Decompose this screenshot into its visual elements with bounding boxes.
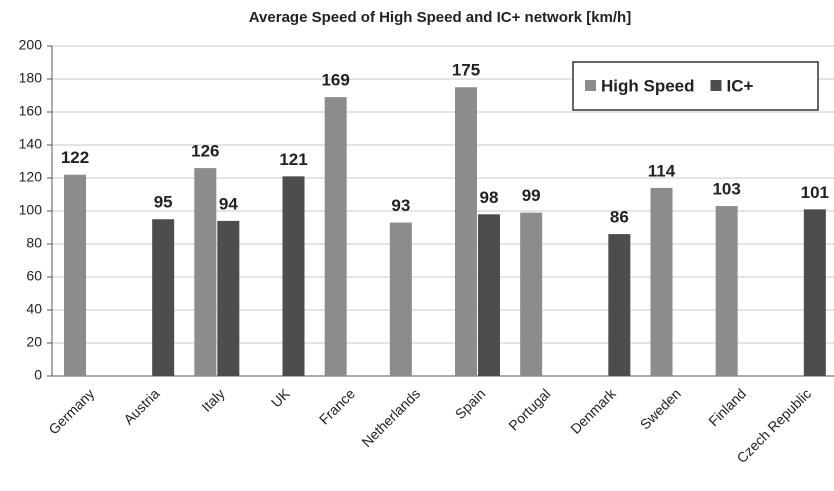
value-label: 93 (391, 196, 410, 215)
bar (608, 234, 631, 376)
y-tick-label: 200 (19, 37, 43, 53)
y-tick-label: 40 (26, 301, 42, 317)
bar (217, 220, 240, 376)
x-tick-label: Netherlands (358, 385, 423, 450)
chart-title: Average Speed of High Speed and IC+ netw… (249, 9, 631, 26)
y-tick-label: 0 (34, 367, 42, 383)
bar (64, 174, 86, 376)
value-label: 95 (154, 193, 173, 212)
bar (803, 209, 826, 376)
value-label: 98 (480, 188, 499, 207)
y-tick-label: 100 (19, 202, 43, 218)
x-tick-label: Portugal (505, 385, 553, 433)
y-tick-label: 180 (19, 70, 43, 86)
value-label: 94 (219, 194, 238, 213)
legend-box (572, 61, 819, 111)
x-tick-label: UK (268, 385, 294, 411)
bar (324, 97, 347, 377)
bar (389, 222, 412, 376)
value-label: 103 (712, 180, 740, 199)
value-label: 121 (279, 150, 307, 169)
bar (455, 87, 477, 376)
bar (152, 219, 175, 376)
bar (520, 212, 543, 376)
value-label: 101 (801, 183, 829, 202)
y-tick-label: 20 (26, 334, 42, 350)
bar (282, 176, 305, 376)
y-tick-label: 120 (19, 169, 43, 185)
legend-swatch (585, 80, 596, 91)
bar (478, 214, 500, 376)
x-tick-label: France (316, 385, 358, 427)
value-label: 169 (321, 71, 349, 90)
x-tick-label: Denmark (567, 385, 619, 437)
bar (650, 187, 673, 376)
x-tick-label: Italy (198, 385, 227, 414)
y-tick-label: 160 (19, 103, 43, 119)
x-tick-label: Austria (120, 385, 162, 427)
value-label: 126 (191, 142, 219, 161)
legend-label: High Speed (601, 76, 695, 95)
value-label: 175 (452, 61, 480, 80)
value-label: 122 (61, 148, 89, 167)
y-tick-label: 80 (26, 235, 42, 251)
y-tick-label: 60 (26, 268, 42, 284)
legend-swatch (710, 80, 722, 91)
value-label: 86 (610, 208, 629, 227)
x-tick-label: Germany (45, 385, 97, 437)
x-tick-label: Finland (705, 385, 749, 429)
legend-label: IC+ (727, 76, 754, 95)
bar (715, 206, 738, 376)
y-tick-label: 140 (19, 136, 43, 152)
x-tick-label: Sweden (637, 385, 684, 432)
bar (194, 168, 217, 376)
value-label: 99 (522, 186, 541, 205)
value-label: 114 (648, 161, 676, 180)
x-tick-label: Spain (452, 385, 489, 422)
